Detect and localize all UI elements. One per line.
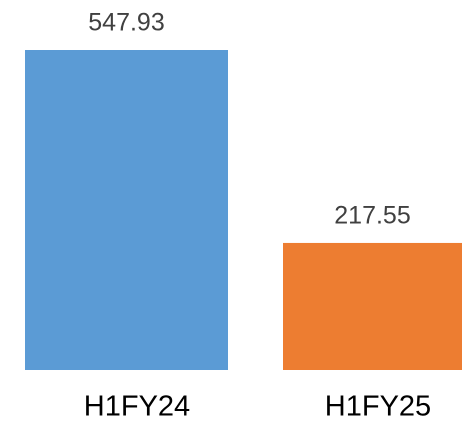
bar (25, 50, 228, 370)
x-tick-label: H1FY24 (84, 391, 190, 423)
value-label: 217.55 (334, 202, 410, 230)
x-tick-label: H1FY25 (325, 391, 431, 423)
bar (283, 242, 462, 370)
value-label: 547.93 (88, 9, 164, 37)
